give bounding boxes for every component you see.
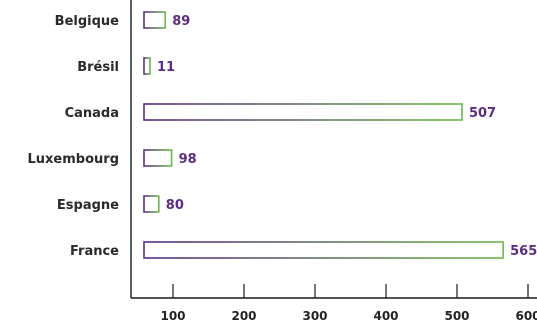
value-label-belgique: 89 [172, 14, 190, 29]
category-label-luxembourg: Luxembourg [28, 152, 120, 167]
x-axis: 100 200 300 400 500 600 [130, 0, 537, 323]
bars-layer: Belgique 89 Brésil 11 Canada 507 Luxembourg 98 E… [28, 11, 537, 259]
x-tick-label-200: 200 [231, 309, 256, 323]
x-tick-label-100: 100 [160, 309, 185, 323]
value-label-france: 565 [510, 244, 537, 259]
category-label-belgique: Belgique [55, 14, 120, 29]
x-tick-label-500: 500 [444, 309, 469, 323]
value-label-luxembourg: 98 [179, 152, 197, 167]
category-label-espagne: Espagne [57, 198, 119, 213]
bar-espagne [143, 195, 160, 213]
bar-france [143, 241, 504, 259]
value-label-espagne: 80 [166, 198, 184, 213]
x-tick-label-400: 400 [373, 309, 398, 323]
x-tick-label-600: 600 [515, 309, 537, 323]
x-tick-label-300: 300 [302, 309, 327, 323]
value-label-canada: 507 [469, 106, 496, 121]
category-label-france: France [70, 244, 119, 259]
bar-luxembourg [143, 149, 173, 167]
bar-canada [143, 103, 463, 121]
bar-bresil [143, 57, 151, 75]
value-label-bresil: 11 [157, 60, 175, 75]
bar-belgique [143, 11, 166, 29]
category-label-canada: Canada [65, 106, 119, 121]
category-label-bresil: Brésil [77, 60, 119, 75]
